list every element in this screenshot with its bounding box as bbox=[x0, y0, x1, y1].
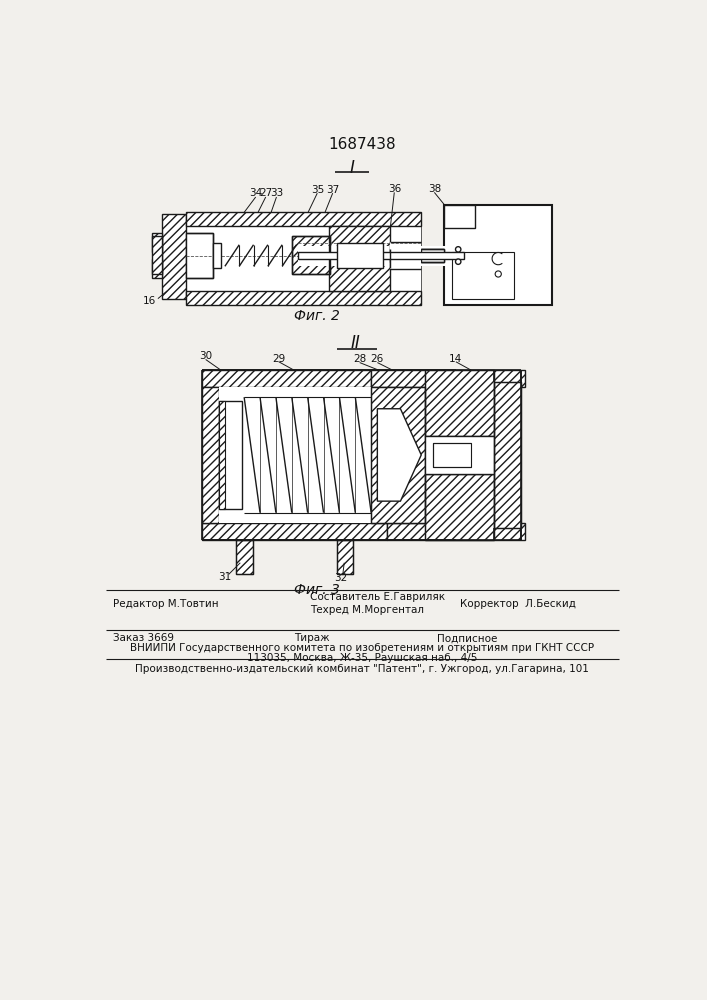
Bar bbox=[152, 233, 162, 252]
Bar bbox=[187, 226, 421, 291]
Text: ВНИИПИ Государственного комитета по изобретениям и открытиям при ГКНТ СССР: ВНИИПИ Государственного комитета по изоб… bbox=[130, 643, 594, 653]
Bar bbox=[444, 205, 475, 228]
Bar bbox=[494, 382, 521, 528]
Bar bbox=[162, 214, 187, 299]
Text: 1687438: 1687438 bbox=[328, 137, 396, 152]
Text: 35: 35 bbox=[310, 185, 324, 195]
Bar bbox=[187, 212, 421, 226]
Bar bbox=[218, 387, 380, 523]
Bar bbox=[329, 226, 390, 291]
Bar bbox=[218, 401, 225, 509]
Text: 26: 26 bbox=[370, 354, 384, 364]
Text: 36: 36 bbox=[387, 184, 401, 194]
Text: 33: 33 bbox=[270, 188, 283, 198]
Text: Фиг. 2: Фиг. 2 bbox=[294, 309, 340, 323]
Bar bbox=[152, 259, 162, 278]
Bar bbox=[425, 370, 494, 436]
Bar bbox=[371, 387, 425, 523]
Bar bbox=[298, 246, 460, 266]
Bar bbox=[152, 235, 162, 274]
Bar bbox=[187, 291, 421, 305]
Bar bbox=[236, 540, 253, 574]
Bar bbox=[378, 409, 400, 501]
Bar bbox=[444, 205, 475, 228]
Text: I: I bbox=[349, 159, 354, 177]
Text: Производственно-издательский комбинат "Патент", г. Ужгород, ул.Гагарина, 101: Производственно-издательский комбинат "П… bbox=[135, 664, 589, 674]
Bar bbox=[187, 233, 214, 278]
Text: Корректор  Л.Бескид: Корректор Л.Бескид bbox=[460, 599, 575, 609]
Bar bbox=[390, 242, 421, 269]
Text: 38: 38 bbox=[428, 184, 441, 194]
Bar bbox=[329, 226, 390, 291]
Bar bbox=[421, 249, 444, 262]
Text: II: II bbox=[351, 334, 361, 352]
Text: 32: 32 bbox=[334, 573, 347, 583]
Bar bbox=[201, 370, 371, 387]
Text: 30: 30 bbox=[199, 351, 212, 361]
Circle shape bbox=[455, 247, 461, 252]
Polygon shape bbox=[378, 409, 421, 501]
Text: Техред М.Моргентал: Техред М.Моргентал bbox=[310, 605, 423, 615]
Text: Подписное: Подписное bbox=[437, 633, 497, 643]
Circle shape bbox=[495, 271, 501, 277]
Text: Фиг. 3: Фиг. 3 bbox=[294, 583, 340, 597]
Bar bbox=[433, 443, 472, 466]
Bar bbox=[337, 540, 354, 574]
Bar bbox=[371, 370, 525, 387]
Bar bbox=[201, 387, 218, 523]
Text: Заказ 3669: Заказ 3669 bbox=[113, 633, 174, 643]
Text: Составитель Е.Гавриляк: Составитель Е.Гавриляк bbox=[310, 592, 445, 602]
Text: 34: 34 bbox=[249, 188, 262, 198]
Bar bbox=[292, 235, 330, 274]
Bar bbox=[425, 474, 494, 540]
Bar bbox=[201, 523, 387, 540]
Text: 16: 16 bbox=[143, 296, 156, 306]
Circle shape bbox=[455, 259, 461, 264]
Bar bbox=[452, 252, 514, 299]
Text: 37: 37 bbox=[326, 185, 339, 195]
Text: 29: 29 bbox=[272, 354, 286, 364]
Text: Редактор М.Товтин: Редактор М.Товтин bbox=[113, 599, 219, 609]
Text: Тираж: Тираж bbox=[294, 633, 330, 643]
Bar bbox=[425, 474, 494, 540]
Text: 14: 14 bbox=[449, 354, 462, 364]
Text: 31: 31 bbox=[218, 572, 231, 582]
Bar bbox=[494, 382, 521, 528]
Bar bbox=[236, 540, 253, 574]
Bar bbox=[337, 243, 382, 268]
Bar bbox=[387, 523, 525, 540]
Bar bbox=[425, 436, 494, 474]
Bar bbox=[218, 401, 242, 509]
Bar bbox=[337, 540, 354, 574]
Bar bbox=[390, 249, 444, 262]
Bar bbox=[444, 205, 552, 305]
Text: 27: 27 bbox=[259, 188, 272, 198]
Bar bbox=[292, 235, 330, 274]
Bar bbox=[298, 252, 464, 259]
Bar bbox=[214, 243, 221, 268]
Text: 28: 28 bbox=[353, 354, 366, 364]
Text: 113035, Москва, Ж-35, Раушская наб., 4/5: 113035, Москва, Ж-35, Раушская наб., 4/5 bbox=[247, 653, 477, 663]
Bar bbox=[371, 387, 425, 523]
Bar bbox=[425, 370, 494, 436]
